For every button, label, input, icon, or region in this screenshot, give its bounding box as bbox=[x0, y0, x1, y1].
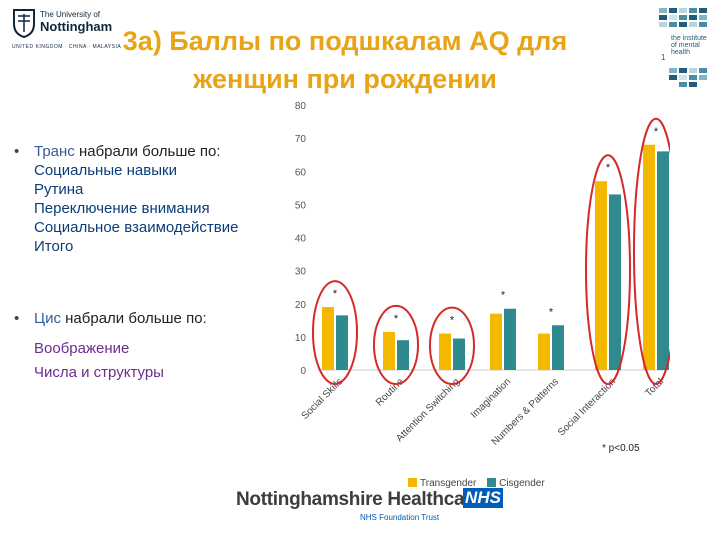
bar-cisgender bbox=[397, 340, 409, 370]
cis-item: Числа и структуры bbox=[34, 364, 164, 381]
significance-note: * p<0.05 bbox=[602, 443, 640, 454]
cis-bullet: • Цис набрали больше по: bbox=[14, 307, 207, 331]
trans-item: Переключение внимания bbox=[34, 200, 210, 217]
slide-title-line1: 3a) Баллы по подшкалам AQ для bbox=[122, 26, 568, 56]
trans-bullet: • Транс набрали больше по: bbox=[14, 142, 238, 161]
slide-title: 3a) Баллы по подшкалам AQ для женщин при… bbox=[110, 22, 580, 98]
y-tick-label: 50 bbox=[295, 200, 307, 211]
trans-item: Социальные навыки bbox=[34, 162, 177, 179]
institute-mosaic-icon bbox=[659, 8, 707, 87]
cis-heading-rest: набрали больше по: bbox=[60, 310, 207, 327]
nhs-logo: NHS bbox=[463, 488, 503, 508]
trans-item: Рутина bbox=[34, 181, 84, 198]
trans-item: Социальное взаимодействие bbox=[34, 219, 239, 236]
significance-marker: * bbox=[549, 306, 554, 318]
legend-swatch-cisgender bbox=[487, 478, 497, 487]
significance-marker: * bbox=[606, 162, 611, 174]
cis-findings: • Цис набрали больше по: Воображение Чис… bbox=[14, 307, 207, 385]
trans-keyword: Транс bbox=[34, 143, 75, 160]
cis-keyword: Цис bbox=[34, 310, 61, 327]
legend-item-transgender: Transgender bbox=[408, 478, 476, 489]
bar-cisgender bbox=[552, 325, 564, 370]
significance-marker: * bbox=[394, 313, 399, 325]
y-tick-label: 80 bbox=[295, 101, 307, 112]
bar-transgender bbox=[643, 144, 655, 370]
chart-legend: Transgender Cisgender bbox=[408, 478, 553, 489]
slide-title-line2: женщин при рождении bbox=[193, 64, 497, 94]
trans-heading-rest: набрали больше по: bbox=[74, 143, 221, 160]
y-tick-label: 10 bbox=[295, 333, 307, 344]
bar-transgender bbox=[383, 331, 395, 370]
bullet-icon: • bbox=[14, 310, 20, 327]
bar-transgender bbox=[490, 313, 502, 370]
x-tick-label: Attention Switching bbox=[394, 376, 462, 444]
highlight-ellipse bbox=[312, 280, 358, 385]
slide-number: 1 bbox=[661, 53, 666, 62]
y-tick-label: 40 bbox=[295, 234, 307, 245]
bar-cisgender bbox=[609, 194, 621, 370]
bar-cisgender bbox=[504, 308, 516, 370]
x-tick-label: Social Interaction bbox=[556, 376, 618, 438]
cis-item: Воображение bbox=[34, 340, 130, 357]
bar-transgender bbox=[322, 307, 334, 370]
x-tick-label: Routine bbox=[374, 376, 406, 408]
crest-icon bbox=[13, 9, 35, 38]
highlight-ellipse bbox=[429, 306, 475, 385]
highlight-ellipse bbox=[585, 154, 631, 385]
y-tick-label: 30 bbox=[295, 267, 307, 278]
significance-marker: * bbox=[450, 315, 455, 327]
y-tick-label: 0 bbox=[300, 366, 306, 377]
legend-item-cisgender: Cisgender bbox=[487, 478, 545, 489]
bar-transgender bbox=[439, 333, 451, 370]
bar-cisgender bbox=[453, 338, 465, 370]
y-tick-label: 60 bbox=[295, 167, 307, 178]
y-tick-label: 70 bbox=[295, 134, 307, 145]
footer-logo: Nottinghamshire Healthcare NHS NHS Found… bbox=[236, 486, 506, 526]
bar-transgender bbox=[595, 181, 607, 370]
university-name-line2: Nottingham bbox=[40, 19, 113, 34]
highlight-ellipse bbox=[633, 117, 670, 385]
significance-marker: * bbox=[333, 288, 338, 300]
footer-trust-name: NHS Foundation Trust bbox=[360, 513, 440, 522]
trans-findings: • Транс набрали больше по: Социальные на… bbox=[14, 142, 238, 256]
legend-label-transgender: Transgender bbox=[420, 478, 477, 489]
university-logo: The University of Nottingham UNITED KING… bbox=[12, 8, 121, 50]
university-name-line1: The University of bbox=[40, 10, 101, 19]
bullet-icon: • bbox=[14, 143, 20, 160]
footer-org-name: Nottinghamshire Healthcare bbox=[236, 489, 482, 510]
highlight-ellipse bbox=[373, 304, 419, 385]
y-tick-label: 20 bbox=[295, 300, 307, 311]
trans-item: Итого bbox=[34, 238, 74, 255]
significance-marker: * bbox=[654, 126, 659, 138]
university-tagline: UNITED KINGDOM · CHINA · MALAYSIA bbox=[12, 44, 122, 50]
bar-cisgender bbox=[657, 151, 669, 370]
legend-label-cisgender: Cisgender bbox=[499, 478, 545, 489]
legend-swatch-transgender bbox=[408, 478, 417, 487]
significance-marker: * bbox=[501, 290, 506, 302]
institute-logo: the institute of mental health 1 bbox=[655, 8, 713, 90]
x-tick-label: Imagination bbox=[469, 376, 513, 420]
bar-cisgender bbox=[336, 315, 348, 370]
institute-name: the institute of mental health bbox=[671, 35, 707, 56]
bar-transgender bbox=[538, 333, 550, 370]
